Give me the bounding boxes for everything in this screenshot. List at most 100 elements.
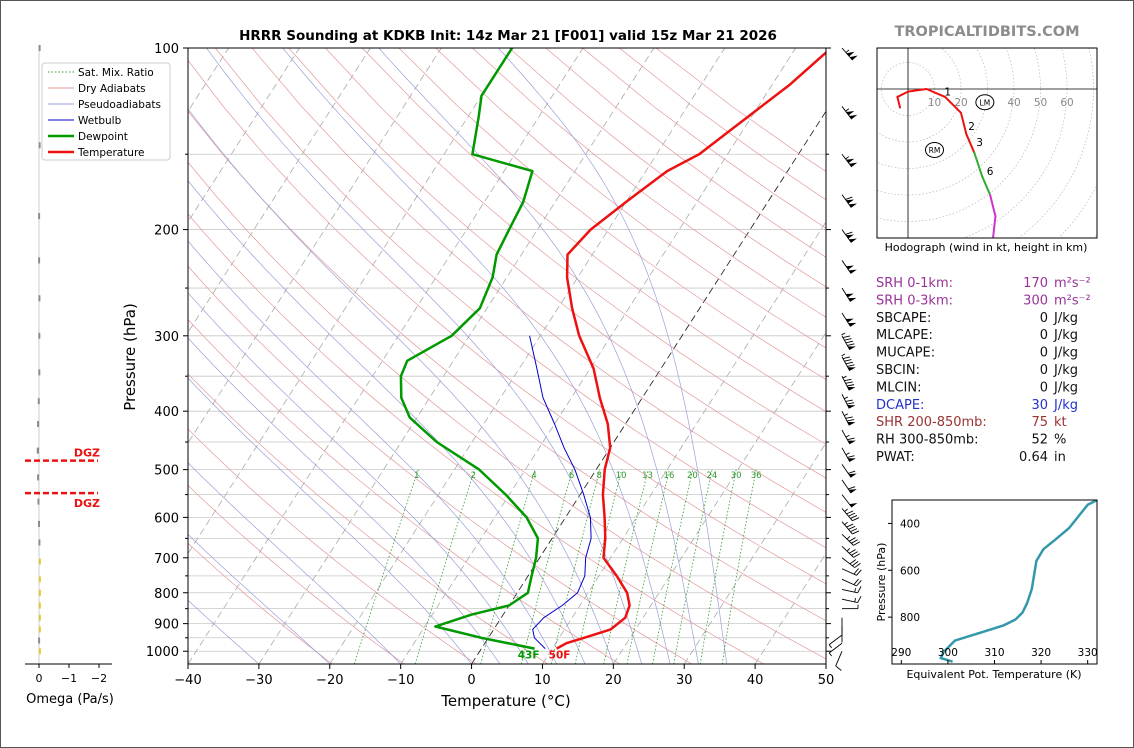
- theta-e-plot: 290 300 310 320 330 400 600 800: [888, 500, 1098, 664]
- barb-flag: [848, 238, 858, 243]
- barb-full: [846, 419, 855, 422]
- pseudoadiabat: [206, 48, 643, 664]
- barb-half: [842, 375, 847, 379]
- hodo-segment: [960, 111, 968, 136]
- barb-half: [854, 597, 856, 603]
- param-label: DCAPE:: [876, 398, 924, 413]
- omega-tick-label: −2: [91, 672, 107, 685]
- hodograph-plot: 10203040506012369LMRM: [877, 48, 1097, 238]
- param-value: 0: [1040, 328, 1048, 343]
- omega-bar: [39, 576, 41, 583]
- hodo-segment: [973, 151, 984, 178]
- barb-flag: [846, 110, 855, 116]
- dry-adiabat: [398, 48, 826, 380]
- barb-full: [852, 561, 859, 567]
- dry-adiabat: [472, 48, 826, 318]
- omega-panel: DGZ DGZ 0 −1 −2 Omega (Pa/s): [25, 45, 114, 707]
- dry-adiabat: [188, 484, 405, 664]
- barb-half: [841, 332, 846, 336]
- param-unit: J/kg: [1053, 311, 1078, 326]
- temperature-line: [555, 50, 826, 650]
- legend-label: Pseudoadiabats: [78, 99, 161, 111]
- skewt-axes: −40 −30 −20 −10 0 10 20 30 40 50 100 200 300 400 500 60…: [146, 42, 834, 688]
- barb-half: [844, 521, 848, 526]
- y-tick-label: 800: [154, 587, 179, 602]
- barb-full: [845, 416, 853, 419]
- dry-adiabat: [188, 319, 621, 664]
- mixing-ratio-line: [574, 469, 623, 664]
- zero-isotherm: [471, 110, 826, 664]
- param-value: 52: [1031, 433, 1048, 448]
- hodo-segment: [896, 90, 909, 98]
- x-tick-label: −20: [316, 673, 343, 688]
- barb-full: [851, 551, 858, 556]
- theta-e-x-tick-label: 330: [1078, 647, 1098, 659]
- chart-title: HRRR Sounding at KDKB Init: 14z Mar 21 […: [239, 28, 777, 44]
- barb-flag: [848, 489, 857, 494]
- param-unit: in: [1054, 450, 1066, 465]
- barb-staff: [841, 557, 855, 568]
- barb-full: [857, 586, 862, 594]
- mixing-ratio-label: 10: [616, 471, 627, 481]
- mixing-ratio-label: 8: [596, 471, 601, 481]
- barb-full: [844, 378, 852, 382]
- wetbulb-line: [529, 335, 592, 649]
- barb-full: [847, 343, 855, 346]
- mixing-ratio-line: [626, 469, 670, 664]
- omega-bar: [36, 447, 39, 454]
- param-value: 0: [1040, 346, 1048, 361]
- barb-staff: [841, 578, 857, 587]
- param-unit: J/kg: [1053, 346, 1078, 361]
- storm-motion-label: RM: [929, 146, 941, 155]
- barb-full: [852, 517, 860, 522]
- y-tick-label: 900: [154, 618, 179, 633]
- mixing-ratio-line: [353, 469, 419, 664]
- legend-label: Wetbulb: [78, 115, 122, 127]
- mixing-ratio-lines: 1 2 4 6 8 10 13 16 20 24 30 36: [353, 469, 762, 664]
- barb-flag: [847, 346, 856, 350]
- param-label: SRH 0-3km:: [876, 293, 953, 308]
- pseudoadiabat: [188, 599, 260, 664]
- dry-adiabat: [188, 428, 477, 664]
- barb-full: [845, 399, 853, 402]
- barb-full: [845, 340, 854, 344]
- barb-full: [853, 541, 861, 546]
- dry-adiabat: [251, 48, 826, 513]
- mixing-ratio-line: [673, 469, 713, 664]
- isotherm: [188, 48, 300, 223]
- barb-staff: [841, 229, 852, 243]
- omega-bar: [37, 474, 40, 481]
- hodo-segment: [965, 133, 976, 154]
- barb-half: [841, 353, 846, 357]
- x-tick-label: 0: [467, 673, 475, 688]
- theta-e-y-tick-label: 600: [900, 565, 920, 577]
- barb-flag: [845, 265, 855, 270]
- pseudoadiabat: [498, 48, 728, 664]
- hodo-segment: [989, 194, 997, 218]
- barb-full: [857, 595, 862, 603]
- barb-full: [850, 528, 858, 533]
- legend-label: Dry Adiabats: [78, 83, 146, 95]
- barb-full: [848, 537, 856, 542]
- theta-e-x-tick-label: 310: [984, 647, 1004, 659]
- hodo-ring-label: 20: [954, 97, 967, 109]
- mixing-ratio-label: 20: [687, 471, 698, 481]
- barb-flag: [848, 297, 857, 302]
- x-tick-label: −40: [174, 673, 201, 688]
- omega-bar: [38, 142, 41, 149]
- param-label: SHR 200-850mb:: [876, 415, 987, 430]
- hodo-ring-label: 60: [1060, 97, 1073, 109]
- legend-label: Sat. Mix. Ratio: [78, 67, 154, 79]
- param-unit: J/kg: [1053, 363, 1078, 378]
- param-label: MLCAPE:: [876, 328, 933, 343]
- theta-e-y-tick-label: 800: [900, 612, 920, 624]
- mixing-ratio-label: 30: [731, 471, 742, 481]
- hodo-ring-label: 40: [1007, 97, 1020, 109]
- isotherm: [258, 48, 655, 664]
- mixing-ratio-line: [414, 469, 475, 664]
- y-tick-label: 700: [154, 552, 179, 567]
- hodo-ring-label: 50: [1034, 97, 1047, 109]
- hodo-segment: [944, 95, 962, 114]
- omega-axis-label: Omega (Pa/s): [26, 692, 114, 707]
